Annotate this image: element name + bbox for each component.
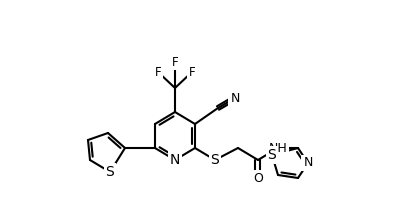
Text: F: F: [154, 65, 162, 79]
Text: NH: NH: [269, 141, 288, 155]
Text: F: F: [172, 56, 178, 69]
Text: O: O: [253, 172, 263, 184]
Text: N: N: [230, 91, 240, 105]
Text: S: S: [268, 148, 276, 162]
Text: N: N: [170, 153, 180, 167]
Text: F: F: [189, 65, 195, 79]
Text: S: S: [105, 165, 115, 179]
Text: N: N: [303, 157, 313, 170]
Text: S: S: [211, 153, 219, 167]
